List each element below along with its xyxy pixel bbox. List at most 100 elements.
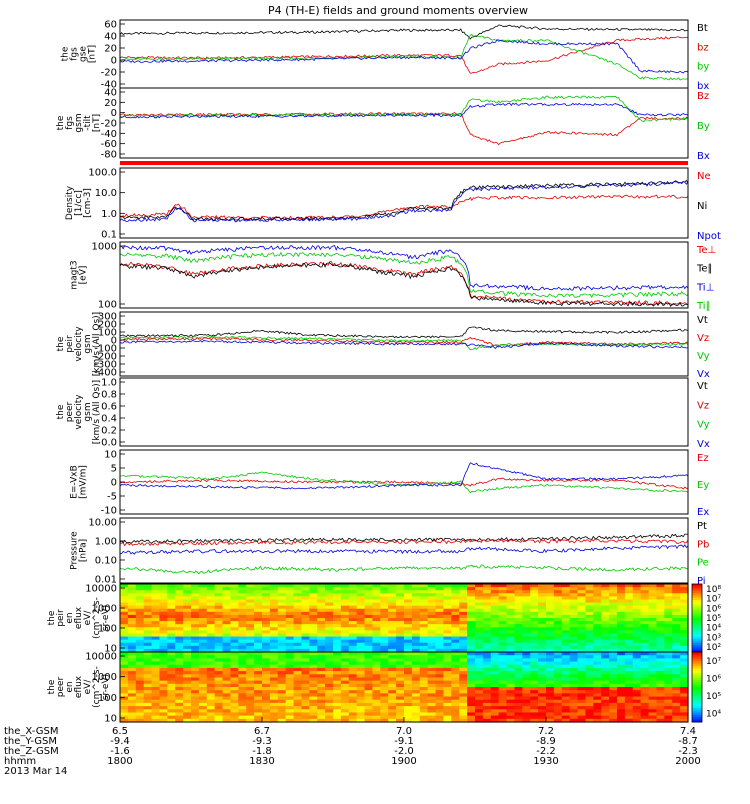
heatmap-cell xyxy=(475,599,484,604)
heatmap-cell xyxy=(514,677,523,682)
heatmap-cell xyxy=(348,614,358,619)
heatmap-cell xyxy=(356,652,366,656)
heatmap-cell xyxy=(498,702,508,707)
heatmap-cell xyxy=(135,624,145,628)
heatmap-cell xyxy=(301,633,310,638)
heatmap-cell xyxy=(435,696,445,701)
heatmap-cell xyxy=(451,671,460,675)
heatmap-cell xyxy=(672,639,681,644)
heatmap-cell xyxy=(593,611,602,616)
heatmap-cell xyxy=(325,658,334,663)
heatmap-cell xyxy=(490,699,500,704)
heatmap-cell xyxy=(262,702,271,707)
heatmap-cell xyxy=(183,655,192,659)
heatmap-cell xyxy=(664,602,673,607)
heatmap-cell xyxy=(183,593,192,597)
heatmap-cell xyxy=(309,605,318,610)
heatmap-cell xyxy=(640,618,650,622)
heatmap-cell xyxy=(593,706,602,710)
heatmap-cell xyxy=(482,715,492,720)
heatmap-cell xyxy=(538,664,547,669)
heatmap-cell xyxy=(127,633,137,638)
heatmap-cell xyxy=(159,693,168,698)
heatmap-cell xyxy=(127,690,137,694)
heatmap-cell xyxy=(498,712,508,717)
heatmap-cell xyxy=(340,587,350,591)
heatmap-cell xyxy=(356,645,366,650)
heatmap-cell xyxy=(490,636,500,641)
heatmap-cell xyxy=(404,624,413,628)
heatmap-cell xyxy=(451,648,460,653)
heatmap-cell xyxy=(569,715,579,720)
heatmap-cell xyxy=(301,674,310,679)
heatmap-cell xyxy=(333,636,342,641)
heatmap-cell xyxy=(411,618,421,622)
heatmap-cell xyxy=(553,680,563,685)
heatmap-cell xyxy=(262,584,271,588)
heatmap-cell xyxy=(151,658,161,663)
heatmap-cell xyxy=(135,699,145,704)
heatmap-cell xyxy=(183,677,192,682)
heatmap-cell xyxy=(380,605,389,610)
heatmap-cell xyxy=(530,630,539,635)
heatmap-cell xyxy=(348,661,358,666)
heatmap-cell xyxy=(601,696,610,701)
colorbar-segment xyxy=(692,673,702,676)
colorbar-segment xyxy=(692,627,702,630)
heatmap-cell xyxy=(317,690,326,694)
colorbar-segment xyxy=(692,680,702,683)
heatmap-cell xyxy=(222,715,232,720)
heatmap-cell xyxy=(443,690,452,694)
heatmap-cell xyxy=(640,687,650,691)
heatmap-cell xyxy=(585,680,594,685)
heatmap-cell xyxy=(624,593,634,597)
heatmap-cell xyxy=(443,590,452,594)
heatmap-cell xyxy=(411,674,421,679)
heatmap-cell xyxy=(514,621,523,625)
heatmap-cell xyxy=(214,648,224,653)
heatmap-cell xyxy=(167,611,176,616)
heatmap-cell xyxy=(340,645,350,650)
heatmap-cell xyxy=(672,680,681,685)
heatmap-cell xyxy=(632,602,642,607)
heatmap-cell xyxy=(530,587,539,591)
heatmap-cell xyxy=(396,655,405,659)
heatmap-cell xyxy=(206,655,216,659)
heatmap-cell xyxy=(427,718,437,723)
heatmap-cell xyxy=(609,630,618,635)
heatmap-cell xyxy=(127,602,137,607)
heatmap-cell xyxy=(656,630,665,635)
heatmap-cell xyxy=(120,652,129,656)
heatmap-cell xyxy=(167,702,176,707)
heatmap-cell xyxy=(411,715,421,720)
heatmap-cell xyxy=(672,602,681,607)
heatmap-cell xyxy=(593,718,602,723)
colorbar-segment xyxy=(692,661,702,665)
heatmap-cell xyxy=(151,664,161,669)
heatmap-cell xyxy=(198,608,208,613)
heatmap-cell xyxy=(648,706,658,710)
heatmap-cell xyxy=(167,587,176,591)
heatmap-cell xyxy=(467,633,476,638)
heatmap-cell xyxy=(601,712,610,717)
heatmap-cell xyxy=(238,605,247,610)
heatmap-cell xyxy=(120,667,129,672)
heatmap-cell xyxy=(214,624,224,628)
heatmap-cell xyxy=(372,599,381,604)
heatmap-cell xyxy=(553,683,563,688)
heatmap-cell xyxy=(285,683,295,688)
heatmap-cell xyxy=(380,661,389,666)
heatmap-cell xyxy=(561,602,571,607)
heatmap-cell xyxy=(254,664,263,669)
heatmap-cell xyxy=(672,621,681,625)
heatmap-cell xyxy=(309,655,318,659)
heatmap-cell xyxy=(632,648,642,653)
heatmap-cell xyxy=(411,687,421,691)
heatmap-cell xyxy=(254,712,263,717)
heatmap-cell xyxy=(396,671,405,675)
heatmap-cell xyxy=(546,687,555,691)
heatmap-cell xyxy=(506,712,516,717)
colorbar-segment xyxy=(692,608,702,612)
y-tick-label: 0.6 xyxy=(101,402,117,413)
